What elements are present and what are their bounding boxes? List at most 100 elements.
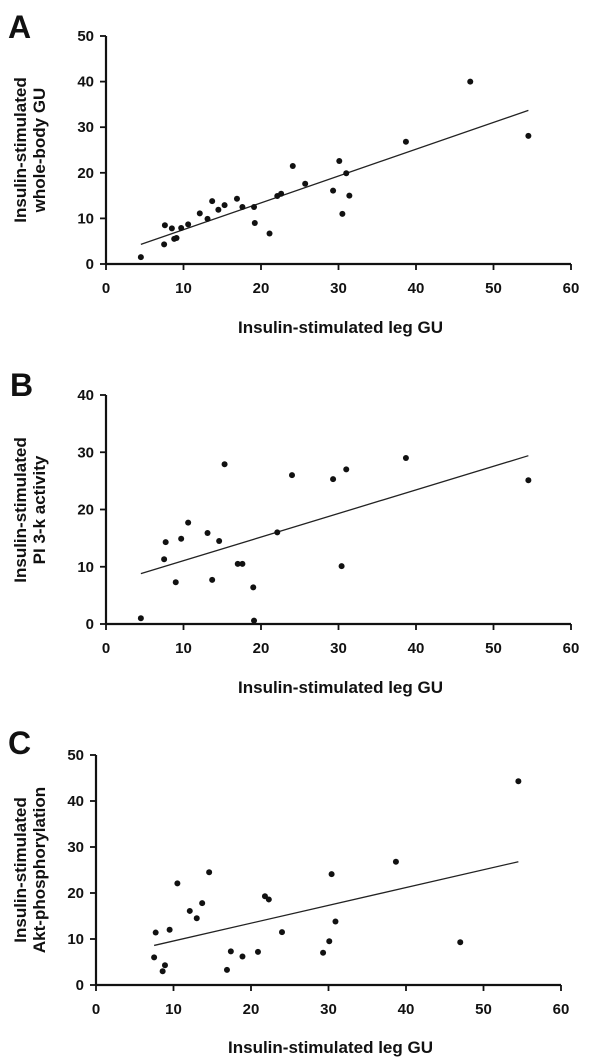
data-point xyxy=(289,162,296,169)
data-point xyxy=(457,939,464,946)
data-point xyxy=(274,529,281,536)
data-point xyxy=(221,202,228,209)
y-tick-label: 40 xyxy=(67,793,84,810)
data-point xyxy=(525,132,532,139)
data-point xyxy=(199,900,206,907)
regression-line xyxy=(153,861,519,947)
x-tick-label: 0 xyxy=(102,640,110,657)
data-point xyxy=(168,225,175,232)
y-tick-label: 0 xyxy=(86,616,94,633)
regression-line xyxy=(140,109,529,246)
data-point xyxy=(221,461,228,468)
data-point xyxy=(336,157,343,164)
data-point xyxy=(161,241,168,248)
y-axis-title-line: PI 3-k activity xyxy=(30,455,49,564)
x-tick-label: 60 xyxy=(563,640,580,657)
x-tick-label: 60 xyxy=(563,280,580,297)
data-point xyxy=(265,896,272,903)
x-tick-label: 50 xyxy=(485,640,502,657)
data-point xyxy=(467,78,474,85)
y-tick-label: 10 xyxy=(77,210,94,227)
data-point xyxy=(279,929,285,936)
data-point xyxy=(402,454,409,461)
y-tick-label: 0 xyxy=(76,977,84,994)
y-tick-label: 20 xyxy=(77,502,94,519)
data-point xyxy=(239,953,246,960)
data-point xyxy=(151,954,158,961)
data-point xyxy=(215,206,222,213)
x-axis-title: Insulin-stimulated leg GU xyxy=(238,318,443,337)
data-point xyxy=(161,962,168,969)
y-tick-label: 40 xyxy=(77,74,94,91)
data-point xyxy=(172,579,179,586)
x-tick-label: 0 xyxy=(92,1001,100,1018)
panel-letter: A xyxy=(8,9,31,45)
y-tick-label: 20 xyxy=(77,165,94,182)
data-point xyxy=(302,180,309,187)
data-point xyxy=(204,215,211,222)
data-point xyxy=(251,617,258,624)
data-point xyxy=(173,235,180,242)
data-point xyxy=(227,948,234,955)
y-tick-label: 30 xyxy=(77,444,94,461)
data-point xyxy=(525,477,532,484)
data-point xyxy=(209,198,216,205)
x-tick-label: 40 xyxy=(398,1001,415,1018)
data-point xyxy=(278,190,285,197)
data-point xyxy=(339,210,346,217)
data-point xyxy=(320,949,327,956)
data-point xyxy=(204,529,211,536)
x-tick-label: 10 xyxy=(175,640,192,657)
data-point xyxy=(185,221,192,228)
data-point xyxy=(515,778,522,785)
y-tick-label: 10 xyxy=(67,931,84,948)
data-point xyxy=(239,204,246,210)
x-tick-label: 30 xyxy=(330,640,347,657)
data-point xyxy=(161,556,168,563)
y-tick-label: 20 xyxy=(67,885,84,902)
y-axis-title-line: Insulin-stimulated xyxy=(11,437,30,582)
data-point xyxy=(254,948,261,955)
data-point xyxy=(178,224,185,231)
data-point xyxy=(161,222,168,229)
x-tick-label: 10 xyxy=(175,280,192,297)
data-point xyxy=(186,907,193,914)
chart-panel-a: A 0 10 20 30 40 50 0 10 20 30 40 50 60 Insulin-stimula… xyxy=(8,9,579,337)
y-tick-label: 0 xyxy=(86,256,94,273)
x-tick-label: 40 xyxy=(408,640,425,657)
data-point xyxy=(250,584,257,591)
panel-letter: C xyxy=(8,725,31,761)
data-point xyxy=(392,858,399,865)
x-tick-label: 20 xyxy=(253,640,270,657)
y-tick-label: 30 xyxy=(67,839,84,856)
data-point xyxy=(330,476,337,483)
x-tick-label: 40 xyxy=(408,280,425,297)
x-axis-title: Insulin-stimulated leg GU xyxy=(238,678,443,697)
x-tick-label: 20 xyxy=(253,280,270,297)
data-point xyxy=(233,195,240,202)
data-point xyxy=(343,170,350,177)
data-point xyxy=(206,869,213,876)
x-tick-label: 50 xyxy=(475,1001,492,1018)
regression-line xyxy=(140,455,529,575)
data-point xyxy=(326,938,333,945)
x-tick-label: 0 xyxy=(102,280,110,297)
y-axis-title: Insulin-stimulatedPI 3-k activity xyxy=(11,437,49,582)
data-point xyxy=(196,210,203,217)
data-point xyxy=(193,915,200,922)
y-axis-title: Insulin-stimulatedAkt-phosphorylation xyxy=(11,787,49,953)
y-axis-title-line: Insulin-stimulated xyxy=(11,797,30,942)
y-tick-label: 50 xyxy=(77,28,94,45)
data-point xyxy=(152,929,159,936)
data-point xyxy=(402,138,409,145)
data-point xyxy=(162,539,169,546)
data-point xyxy=(343,466,350,473)
x-tick-label: 30 xyxy=(320,1001,337,1018)
chart-panel-c: C 0 10 20 30 40 50 0 10 20 30 40 50 60 Insulin-stimula… xyxy=(8,725,569,1057)
data-point xyxy=(239,560,246,567)
data-point xyxy=(137,254,144,261)
data-point xyxy=(223,966,230,973)
y-tick-label: 30 xyxy=(77,119,94,136)
data-point xyxy=(137,615,144,622)
